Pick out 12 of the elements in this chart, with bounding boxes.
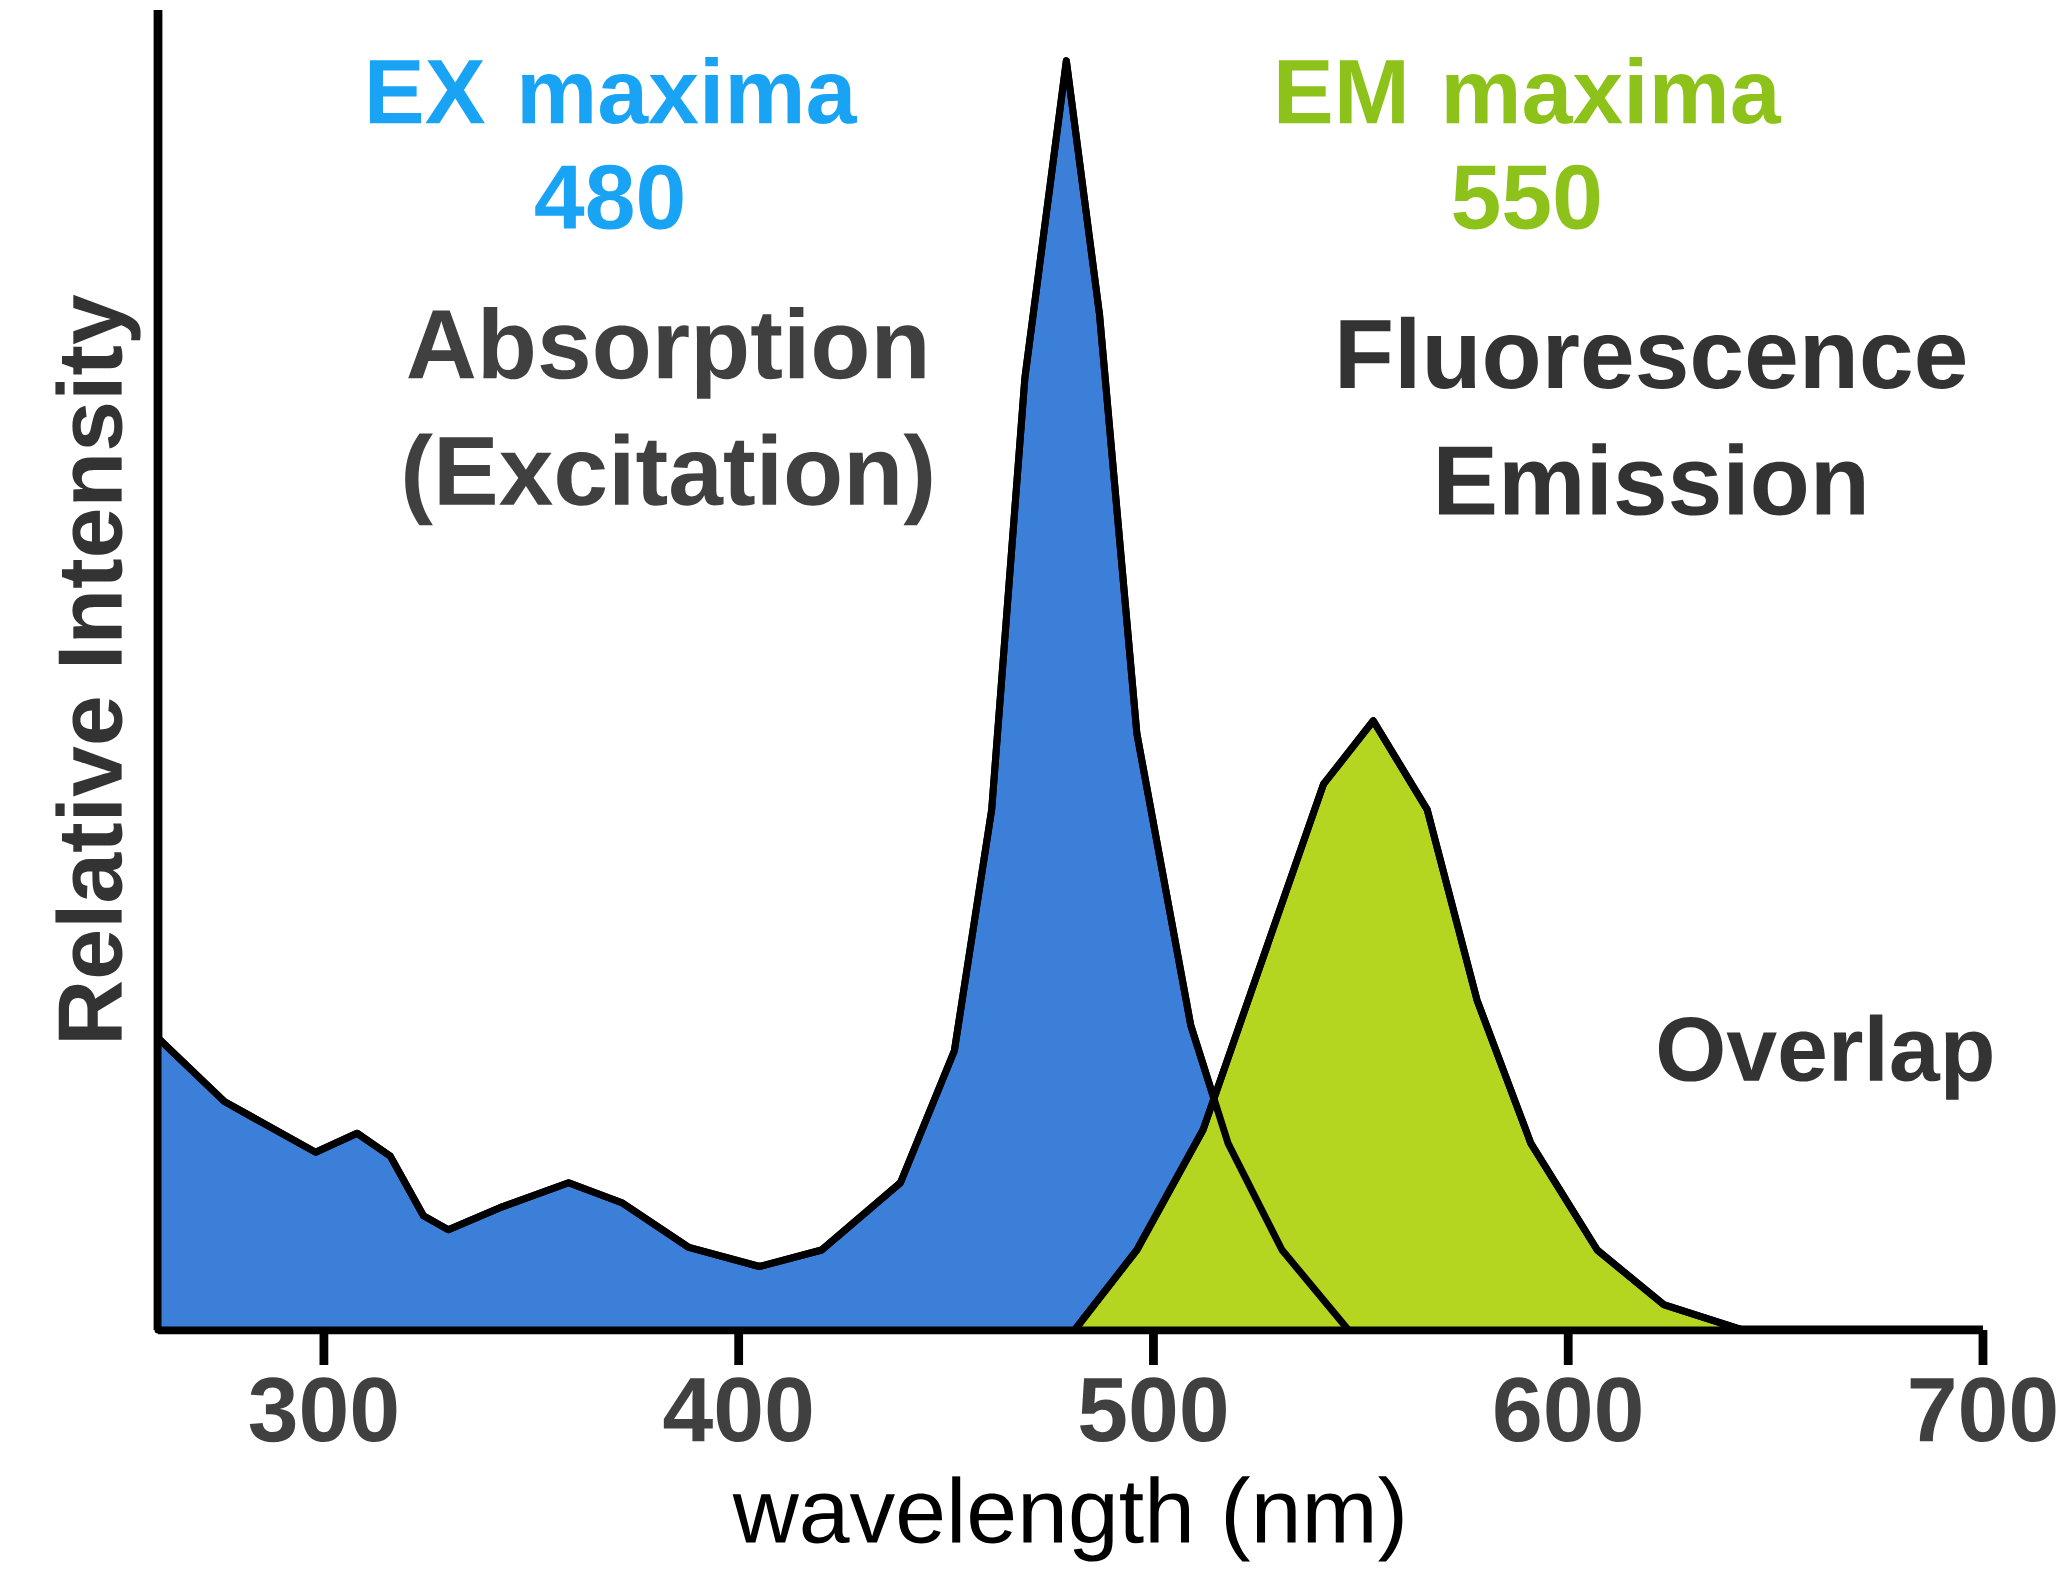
x-tick-label: 700 [1910,1377,2056,1443]
x-axis-title: wavelength (nm) [732,1476,1403,1562]
annotation: EX maxima 480 [369,57,857,230]
annotation: Overlap [1658,1014,1992,1100]
x-tick-label: 500 [1080,1377,1226,1443]
x-tick-label: 400 [663,1377,812,1443]
y-axis-title: Relative Intensity [55,294,141,1040]
series-label: Absorption (Excitation) [405,307,932,526]
text: Fluorescence Emission [1340,316,1966,516]
x-tick-label: 300 [249,1377,397,1443]
x-tick-label: 600 [1495,1377,1641,1443]
annotation: EM maxima 550 [1278,57,1782,230]
